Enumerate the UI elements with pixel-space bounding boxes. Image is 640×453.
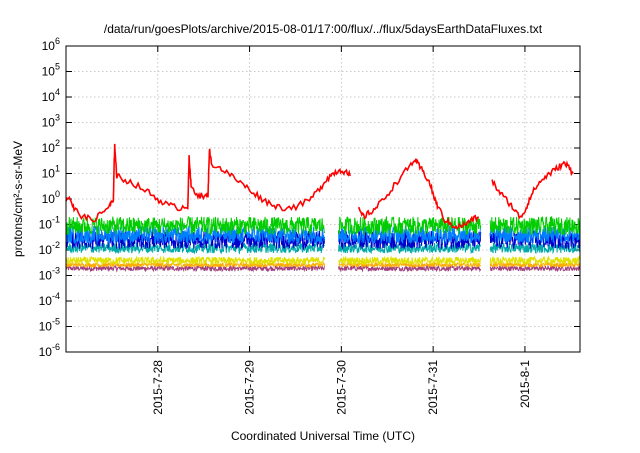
y-tick-label: 105 [42,62,60,79]
series-line-red [65,143,351,223]
x-tick-label: 2015-8-1 [518,360,532,408]
y-axis-label: protons/cm²-s-sr-MeV [11,141,25,257]
x-tick-label: 2015-7-28 [151,360,165,415]
y-tick-label: 10-5 [39,317,60,334]
series-line [65,224,581,245]
x-axis-label: Coordinated Universal Time (UTC) [231,429,415,443]
y-tick-label: 103 [42,113,60,130]
y-tick-label: 104 [42,87,60,104]
x-tick-label: 2015-7-31 [426,360,440,415]
chart-title: /data/run/goesPlots/archive/2015-08-01/1… [104,22,543,36]
y-tick-label: 10-2 [39,240,60,257]
y-tick-label: 10-4 [39,291,60,308]
y-tick-label: 101 [42,164,60,181]
x-tick-label: 2015-7-29 [243,360,257,415]
y-tick-label: 10-3 [39,266,60,283]
y-tick-label: 106 [42,36,60,53]
series-line [65,255,581,267]
y-tick-label: 10-1 [39,215,60,232]
x-tick-label: 2015-7-30 [334,360,348,415]
plot-border [65,45,581,353]
y-tick-label: 102 [42,138,60,155]
series-line [65,260,581,269]
y-tick-label: 100 [42,189,60,206]
y-tick-label: 10-6 [39,342,60,359]
series-line-red [358,158,480,230]
series-line-red [491,160,574,220]
